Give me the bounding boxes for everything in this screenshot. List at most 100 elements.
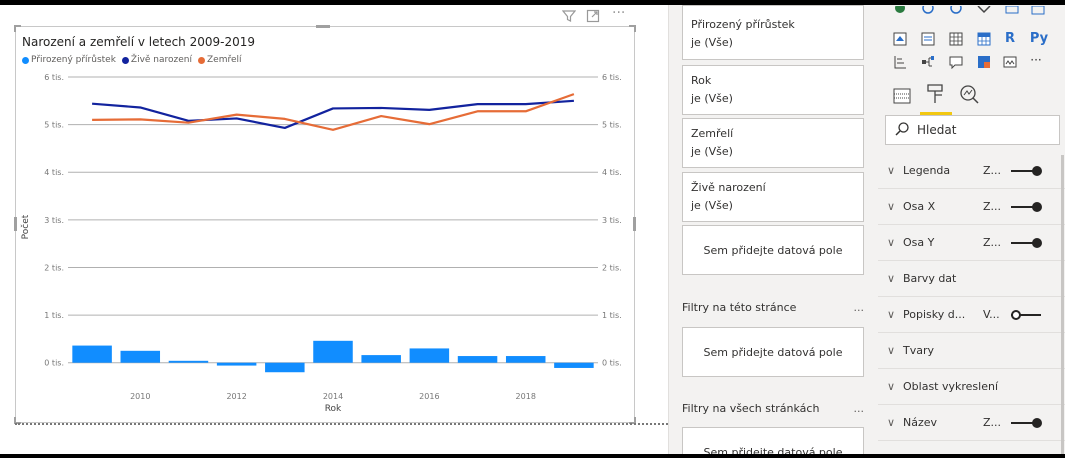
- filters-this-page-header: Filtry na této stránce ...: [682, 301, 864, 314]
- chevron-down-icon: ∨: [887, 200, 896, 213]
- analytics-tab-icon[interactable]: [958, 83, 980, 107]
- format-options-list: ∨ Legenda Z... ∨ Osa X Z... ∨ Osa Y Z... ∨ Barvy d…: [878, 153, 1065, 441]
- format-search-input[interactable]: Hledat: [885, 115, 1060, 145]
- card-icon[interactable]: [1030, 5, 1046, 20]
- kpi-icon[interactable]: [892, 32, 908, 47]
- legend-item[interactable]: Přirozený přírůstek: [22, 55, 116, 65]
- funnel-chart-icon[interactable]: [976, 5, 992, 20]
- format-card-label: Oblast vykreslení: [903, 380, 998, 393]
- toggle-knob: [1032, 238, 1042, 248]
- bar: [313, 340, 353, 363]
- add-data-field-all[interactable]: Sem přidejte datová pole: [682, 427, 864, 454]
- x-tick-label: 2010: [130, 392, 150, 401]
- filter-card-value: je (Vše): [691, 36, 733, 49]
- paginated-report-icon[interactable]: [1002, 55, 1018, 70]
- legend-item[interactable]: Zemřelí: [198, 55, 242, 65]
- combo-chart-visual[interactable]: ··· Narození a zemřelí v letech 2009-201…: [14, 5, 636, 424]
- resize-handle-top-left[interactable]: [14, 25, 21, 32]
- format-card-4[interactable]: ∨ Popisky d... V...: [878, 297, 1065, 333]
- y2-tick-label: 0 tis.: [602, 359, 622, 368]
- bar: [505, 356, 546, 363]
- python-visual-icon[interactable]: Py: [1029, 31, 1049, 46]
- format-card-label: Osa Y: [903, 236, 935, 249]
- scrollbar[interactable]: [1061, 155, 1064, 454]
- filter-card-title: Živě narození: [691, 181, 766, 194]
- filter-card-rok[interactable]: Rok je (Vše): [682, 65, 864, 115]
- x-tick-label: 2018: [516, 392, 536, 401]
- resize-handle-right[interactable]: [633, 217, 636, 231]
- toggle-switch[interactable]: [1011, 310, 1043, 320]
- add-data-field-visual[interactable]: Sem přidejte datová pole: [682, 225, 864, 275]
- focus-mode-icon[interactable]: [586, 9, 600, 27]
- chart-title: Narození a zemřelí v letech 2009-2019: [22, 35, 255, 49]
- smart-narrative-icon[interactable]: [976, 55, 992, 70]
- toggle-switch[interactable]: [1011, 202, 1043, 212]
- legend-item[interactable]: Živě narození: [121, 55, 192, 65]
- more-visuals-icon[interactable]: ···: [1030, 53, 1042, 67]
- toggle-switch[interactable]: [1011, 166, 1043, 176]
- resize-handle-top-right[interactable]: [629, 25, 636, 32]
- filter-card-zemreli[interactable]: Zemřelí je (Vše): [682, 118, 864, 168]
- toggle-switch[interactable]: [1011, 238, 1043, 248]
- format-card-3[interactable]: ∨ Barvy dat: [878, 261, 1065, 297]
- add-data-field-page[interactable]: Sem přidejte datová pole: [682, 327, 864, 377]
- shape-map-icon[interactable]: [948, 5, 964, 20]
- y-tick-label: 2 tis.: [44, 263, 64, 272]
- globe-map-icon[interactable]: [892, 5, 908, 20]
- report-editor: ··· Narození a zemřelí v letech 2009-201…: [0, 5, 1065, 454]
- bar: [265, 362, 305, 373]
- table-icon[interactable]: [948, 32, 964, 47]
- format-card-2[interactable]: ∨ Osa Y Z...: [878, 225, 1065, 261]
- r-visual-icon[interactable]: R: [1004, 31, 1015, 46]
- y-axis-label: Počet: [20, 214, 31, 239]
- format-card-label: Osa X: [903, 200, 936, 213]
- qna-icon[interactable]: [948, 55, 964, 70]
- search-icon: [895, 121, 909, 139]
- decomposition-tree-icon[interactable]: [920, 55, 936, 70]
- more-options-icon[interactable]: ...: [853, 402, 865, 415]
- filter-card-zive-narozeni[interactable]: Živě narození je (Vše): [682, 172, 864, 222]
- filter-card-prirozeny-prirustek[interactable]: Přirozený přírůstek je (Vše): [682, 5, 864, 60]
- slicer-icon[interactable]: [920, 32, 936, 47]
- report-canvas[interactable]: ··· Narození a zemřelí v letech 2009-201…: [7, 5, 675, 454]
- toggle-track: [1011, 242, 1041, 244]
- bar: [216, 362, 257, 366]
- filter-icon[interactable]: [561, 9, 577, 27]
- format-card-label: Barvy dat: [903, 272, 957, 285]
- add-field-label: Sem přidejte datová pole: [703, 243, 843, 257]
- matrix-icon[interactable]: [976, 32, 992, 47]
- visual-header: ···: [556, 5, 646, 27]
- chevron-down-icon: ∨: [887, 344, 896, 357]
- add-field-label: Sem přidejte datová pole: [703, 345, 843, 359]
- resize-handle-left[interactable]: [14, 217, 17, 231]
- series-line: [92, 99, 574, 130]
- toggle-track: [1011, 422, 1041, 424]
- format-card-value: Z...: [983, 164, 1002, 177]
- filter-card-value: je (Vše): [691, 199, 733, 212]
- x-axis-label: Rok: [325, 404, 342, 414]
- format-card-1[interactable]: ∨ Osa X Z...: [878, 189, 1065, 225]
- toggle-switch[interactable]: [1011, 418, 1043, 428]
- format-card-value: Z...: [983, 416, 1002, 429]
- format-card-0[interactable]: ∨ Legenda Z...: [878, 153, 1065, 189]
- filled-map-icon[interactable]: [920, 5, 936, 20]
- y2-tick-label: 4 tis.: [602, 168, 622, 177]
- filters-pane: Přirozený přírůstek je (Vše) Rok je (Vše…: [668, 5, 878, 454]
- y2-tick-label: 2 tis.: [602, 263, 622, 272]
- add-field-label: Sem přidejte datová pole: [703, 445, 843, 455]
- format-tab-icon[interactable]: [925, 83, 947, 107]
- bar: [120, 350, 161, 363]
- format-card-value: Z...: [983, 200, 1002, 213]
- format-card-6[interactable]: ∨ Oblast vykreslení: [878, 369, 1065, 405]
- more-options-icon[interactable]: ···: [612, 5, 626, 21]
- chart-plot: 0 tis. 0 tis. 1 tis. 1 tis. 2 tis. 2 tis. 3 ti…: [20, 73, 622, 414]
- fields-tab-icon[interactable]: [892, 86, 912, 106]
- key-influencers-icon[interactable]: [892, 55, 908, 70]
- format-card-5[interactable]: ∨ Tvary: [878, 333, 1065, 369]
- resize-handle-top[interactable]: [316, 25, 330, 28]
- legend-label: Zemřelí: [207, 55, 242, 65]
- gauge-icon[interactable]: [1004, 5, 1020, 20]
- more-options-icon[interactable]: ...: [853, 301, 865, 314]
- filter-card-title: Přirozený přírůstek: [691, 18, 795, 31]
- format-card-7[interactable]: ∨ Název Z...: [878, 405, 1065, 441]
